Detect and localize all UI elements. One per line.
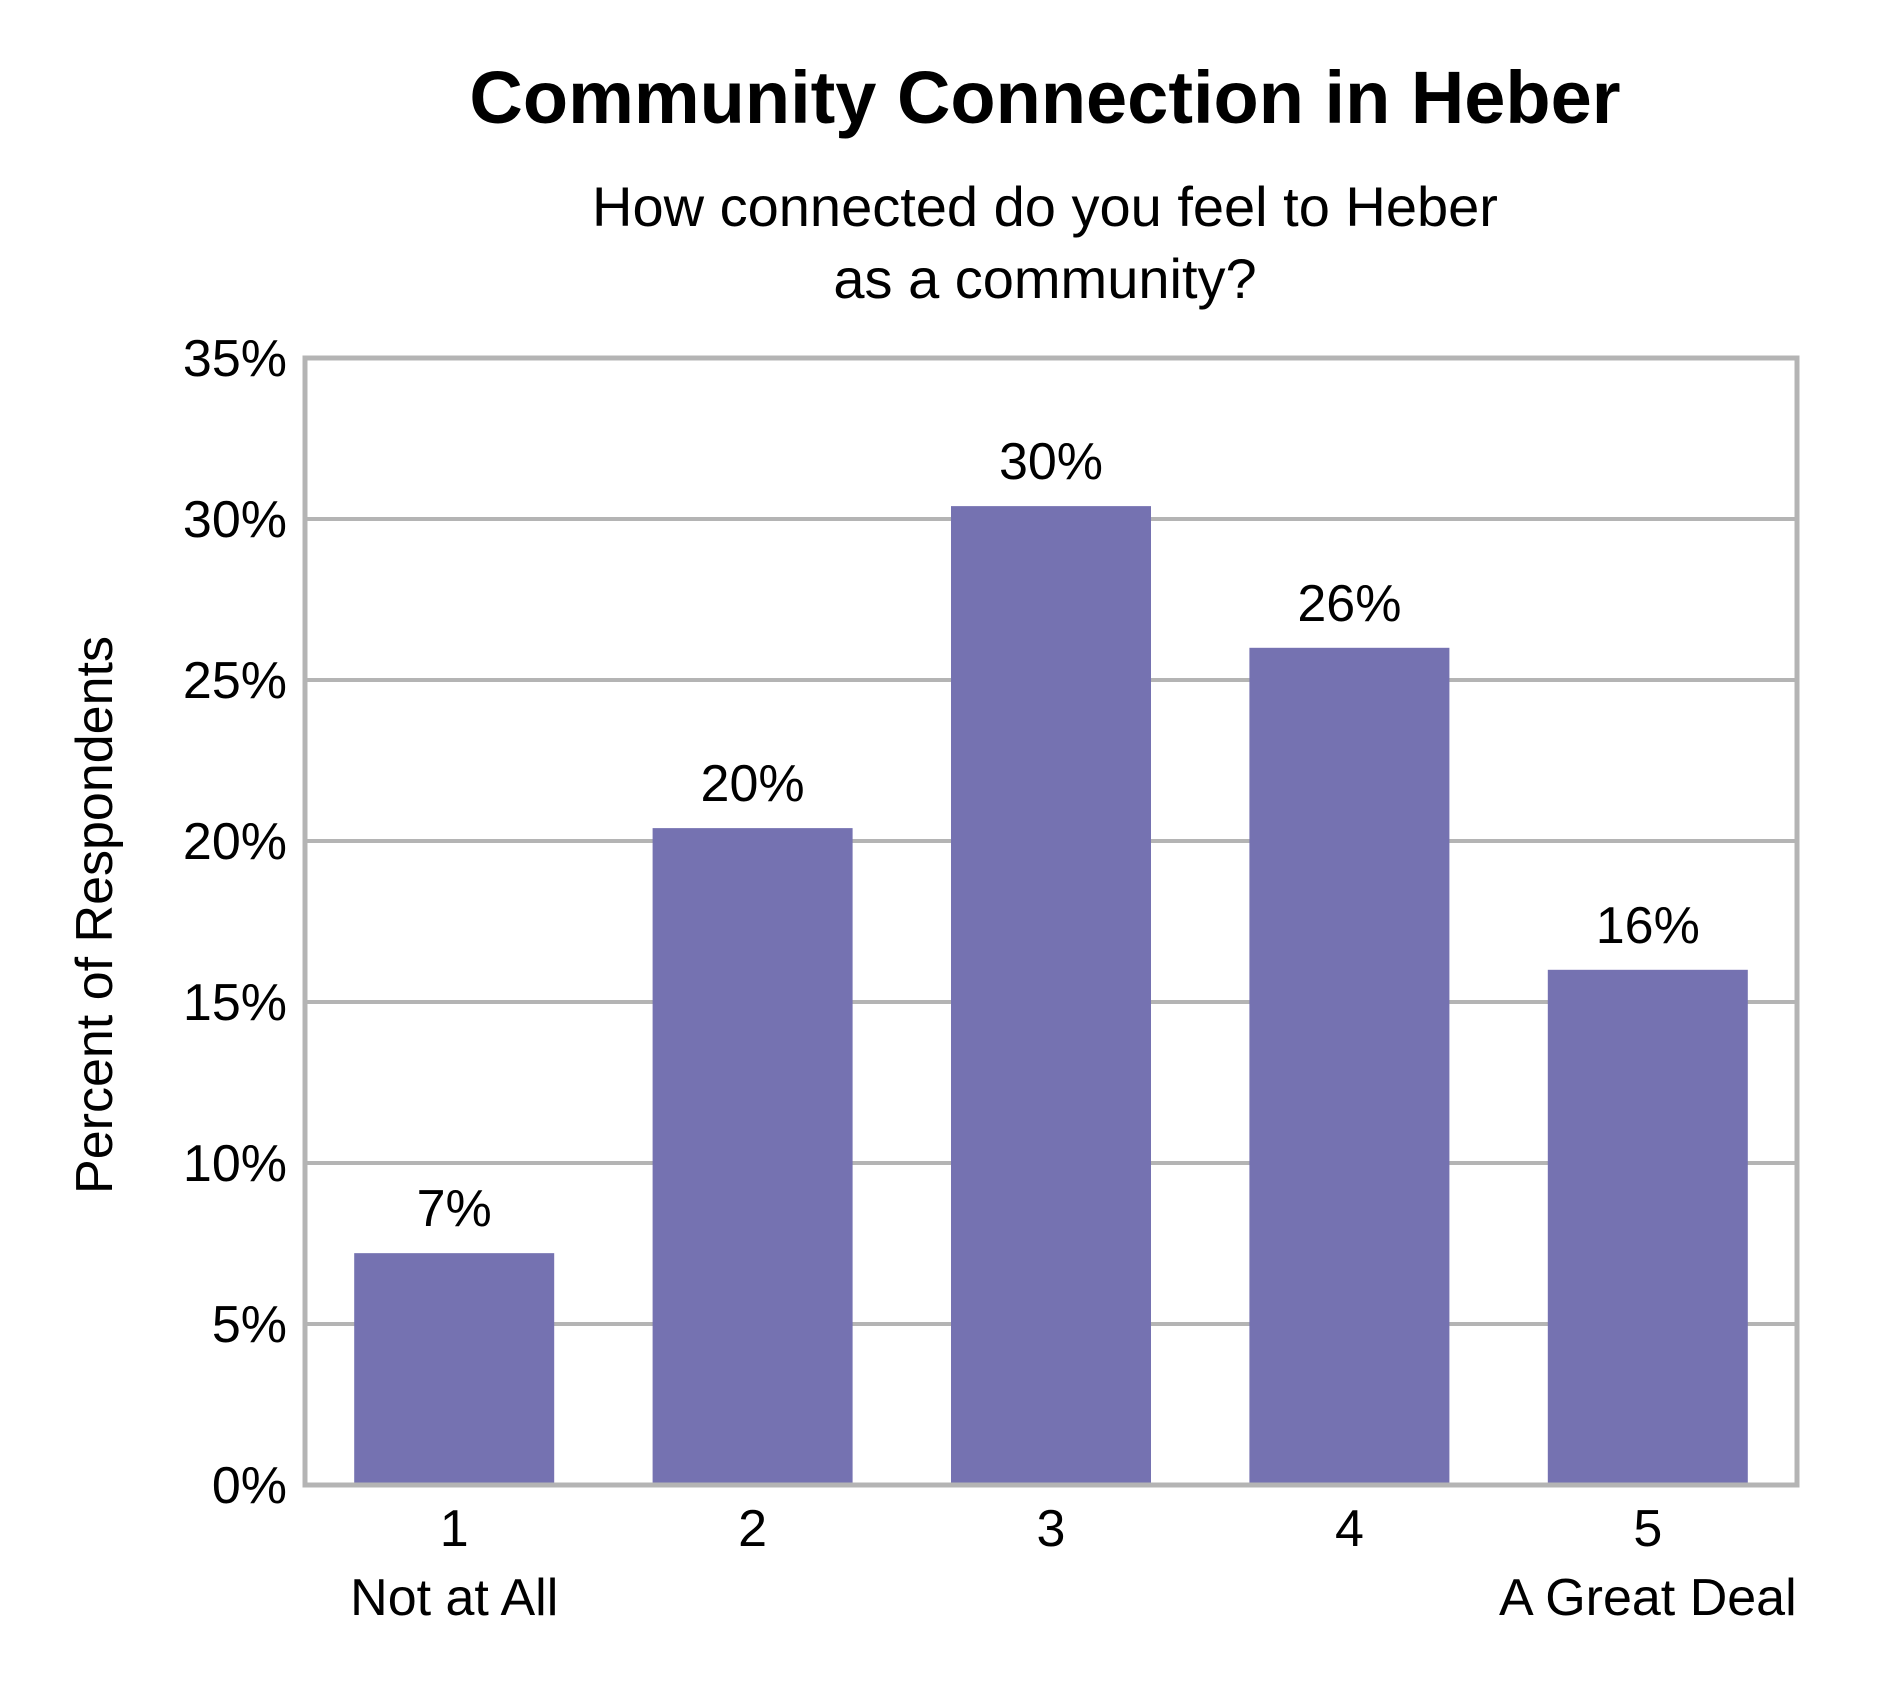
y-tick-label: 0% [212, 1457, 287, 1515]
y-tick-label: 5% [212, 1296, 287, 1354]
data-label-4: 26% [1297, 575, 1401, 633]
data-label-2: 20% [701, 755, 805, 813]
y-tick-label: 35% [183, 330, 287, 388]
plot-frame [302, 355, 1800, 1488]
chart-subtitle-line-1: How connected do you feel to Heber [592, 175, 1498, 238]
x-tick-label-2: 2 [738, 1500, 767, 1558]
chart-title: Community Connection in Heber [469, 56, 1620, 139]
y-axis-title: Percent of Respondents [66, 636, 124, 1194]
bar-4 [1249, 647, 1450, 1485]
plot-area-border [302, 355, 1800, 1488]
y-tick-label: 25% [183, 652, 287, 710]
x-tick-label-1: 1 [440, 1500, 469, 1558]
bar-2 [652, 828, 853, 1485]
x-tick-label-5: 5 [1633, 1500, 1662, 1558]
y-axis-ticks: 0% 5% 10% 15% 20% 25% 30% 35% [183, 330, 287, 1515]
x-tick-sublabel-1: Not at All [350, 1569, 558, 1627]
x-tick-sublabel-5: A Great Deal [1499, 1569, 1797, 1627]
bar-3 [951, 506, 1151, 1485]
bar-1 [354, 1253, 555, 1485]
bars [354, 506, 1748, 1485]
y-tick-label: 30% [183, 491, 287, 549]
data-label-5: 16% [1596, 897, 1700, 955]
data-labels: 7% 20% 30% 26% 16% [417, 433, 1700, 1238]
y-tick-label: 15% [183, 974, 287, 1032]
data-label-1: 7% [417, 1180, 492, 1238]
y-tick-label: 20% [183, 813, 287, 871]
x-tick-label-3: 3 [1037, 1500, 1066, 1558]
x-axis-ticks: 1 Not at All 2 3 4 5 A Great Deal [350, 1500, 1797, 1627]
x-tick-label-4: 4 [1335, 1500, 1364, 1558]
bar-5 [1547, 969, 1748, 1485]
y-tick-label: 10% [183, 1135, 287, 1193]
data-label-3: 30% [999, 433, 1103, 491]
chart-subtitle-line-2: as a community? [833, 247, 1256, 310]
